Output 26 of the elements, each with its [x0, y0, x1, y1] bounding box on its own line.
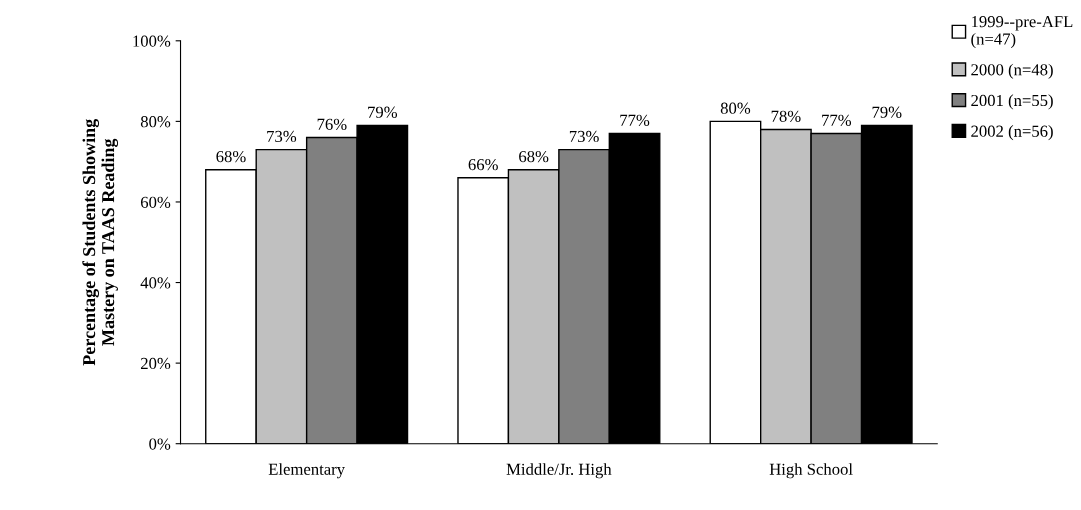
- data-label: 77%: [620, 114, 650, 126]
- data-label: 73%: [267, 130, 297, 143]
- data-label: 66%: [468, 158, 498, 171]
- y-tick-label: 40%: [140, 277, 171, 289]
- x-tick-label: Middle/Jr. High: [506, 463, 612, 479]
- legend-label: 1999--pre-AFL (n=47): [971, 16, 1073, 49]
- legend-label: 2001 (n=55): [971, 94, 1053, 110]
- data-label: 79%: [368, 106, 398, 118]
- y-tick-label: 100%: [133, 35, 171, 47]
- x-tick-label: Elementary: [268, 463, 345, 479]
- data-label: 77%: [822, 114, 852, 126]
- y-tick-label: 20%: [140, 357, 171, 370]
- data-label: 80%: [720, 102, 751, 114]
- y-tick-label: 80%: [140, 116, 171, 128]
- y-axis-title: Percentage of Students Showing Mastery on TAAS Reading: [82, 118, 119, 366]
- data-label: 73%: [569, 130, 599, 143]
- x-tick-label: High School: [769, 463, 853, 479]
- data-label: 78%: [771, 110, 801, 122]
- data-label: 76%: [317, 118, 347, 130]
- y-tick-label: 0%: [149, 438, 171, 450]
- data-label: 68%: [216, 150, 246, 163]
- data-label: 79%: [872, 106, 902, 118]
- data-label: 68%: [519, 150, 549, 163]
- legend-label: 2000 (n=48): [971, 63, 1053, 79]
- legend-label: 2002 (n=56): [971, 125, 1053, 141]
- y-tick-label: 60%: [140, 196, 171, 208]
